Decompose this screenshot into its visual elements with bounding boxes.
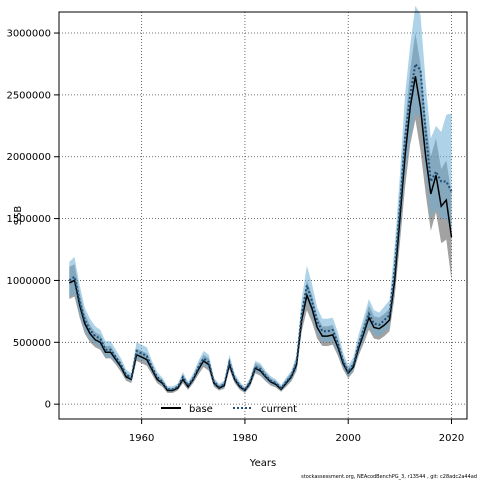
x-axis-ticks: 1960 1980 2000 2020 — [129, 419, 464, 444]
legend-label-base: base — [189, 404, 213, 415]
x-axis-label: Years — [249, 458, 276, 469]
y-tick-label: 0 — [45, 400, 51, 411]
base-confidence-band — [69, 33, 452, 393]
x-tick-label: 2020 — [439, 433, 464, 444]
x-tick-label: 1960 — [129, 433, 154, 444]
y-axis-label: SSB — [13, 206, 24, 226]
y-tick-label: 2500000 — [6, 90, 51, 101]
y-tick-label: 500000 — [13, 338, 51, 349]
y-tick-label: 1500000 — [6, 214, 51, 225]
y-axis-ticks: 0 500000 1000000 1500000 2000000 2500000 30000… — [6, 29, 59, 411]
x-tick-label: 1980 — [232, 433, 257, 444]
legend-label-current: current — [261, 404, 297, 415]
series-lines — [68, 61, 453, 392]
base-series-line — [68, 76, 453, 392]
y-tick-label: 2000000 — [6, 152, 51, 163]
legend: base current — [161, 404, 297, 415]
footnote: stockassessment.org, NEAcodBenchPG_3, r1… — [301, 474, 477, 480]
y-tick-label: 1000000 — [6, 276, 51, 287]
y-tick-label: 3000000 — [6, 29, 51, 40]
plot-frame — [58, 11, 468, 420]
grid — [59, 12, 467, 419]
x-tick-label: 2000 — [335, 433, 360, 444]
confidence-bands — [69, 5, 452, 393]
current-series-line — [68, 61, 453, 392]
current-confidence-band — [69, 5, 452, 393]
